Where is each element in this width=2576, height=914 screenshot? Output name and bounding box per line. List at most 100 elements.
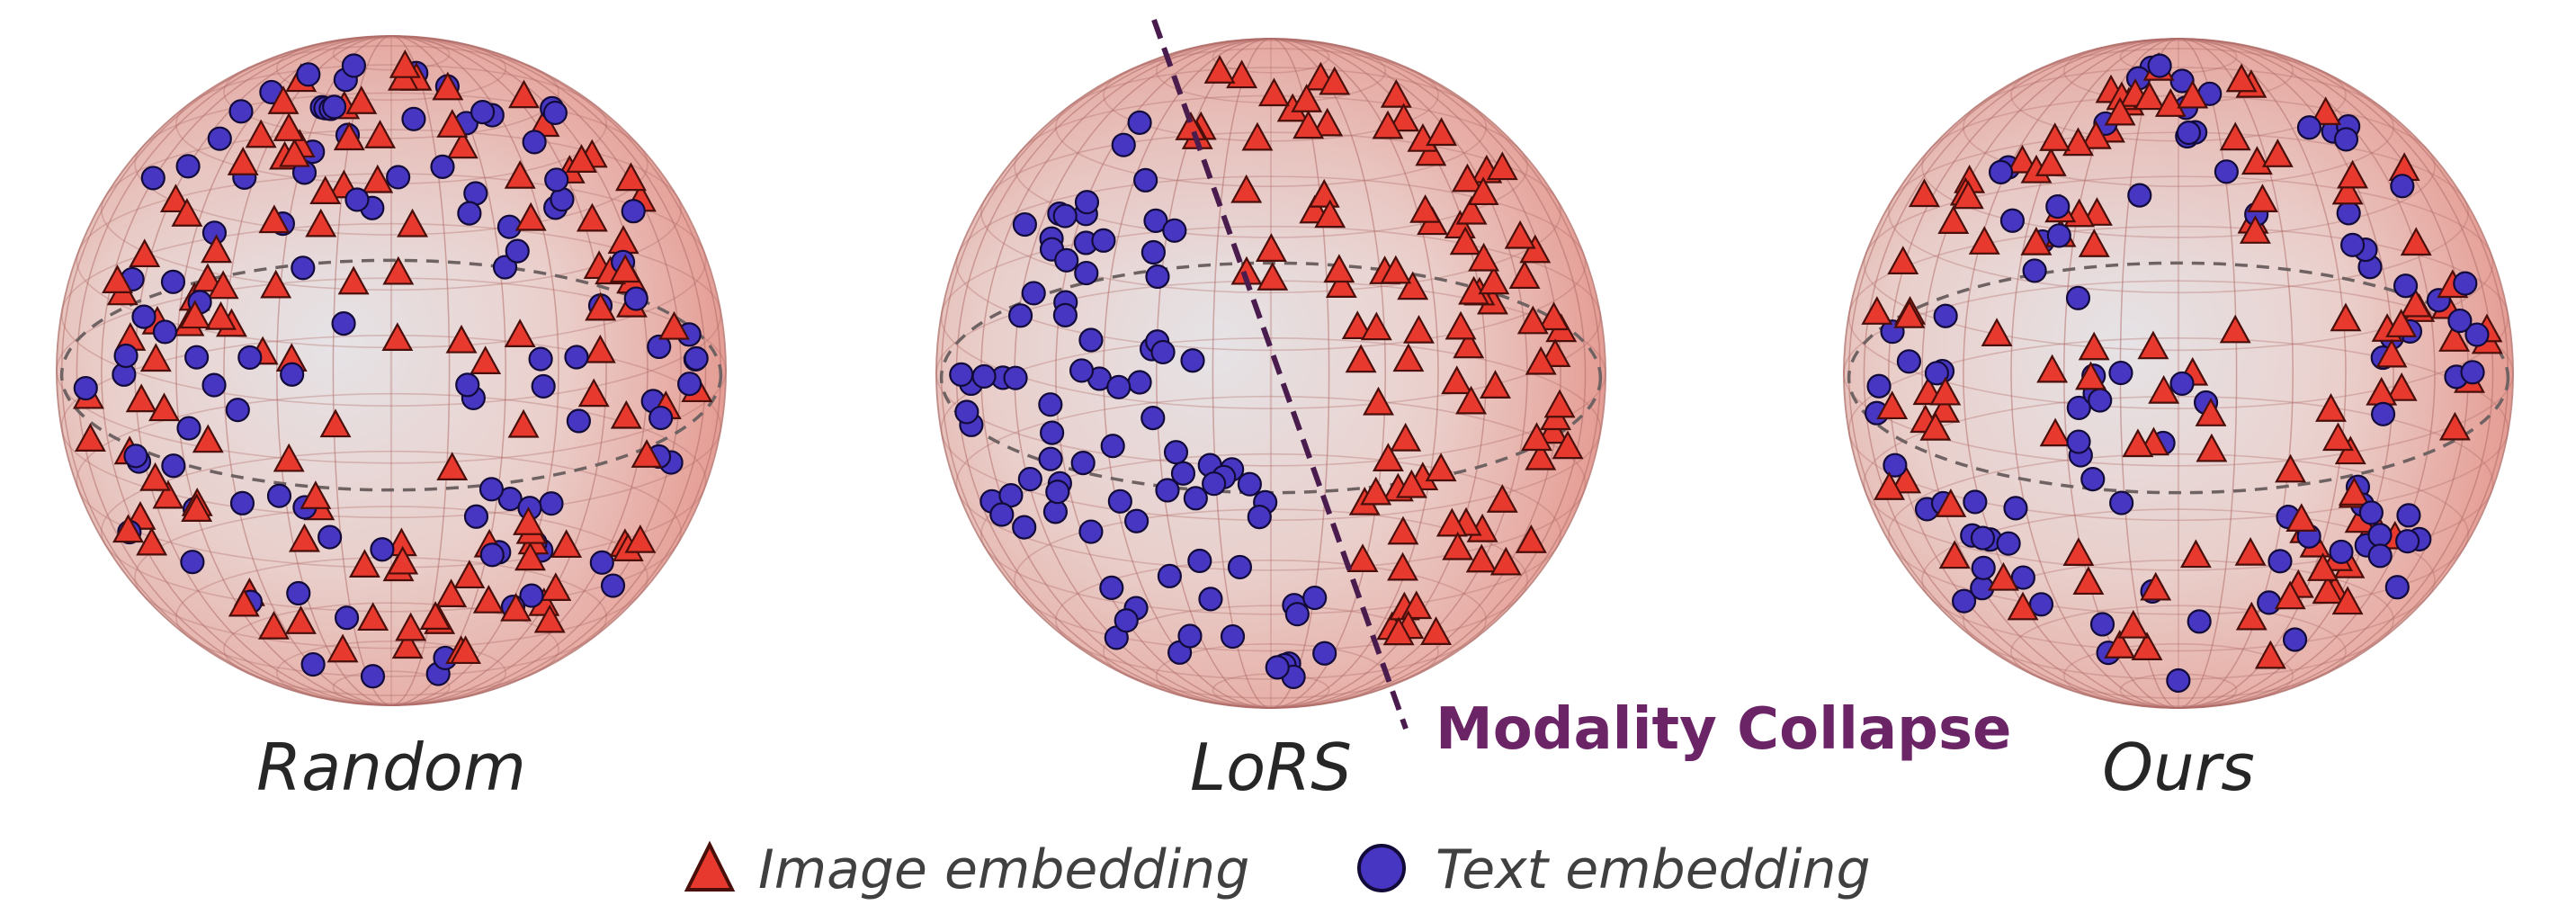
text-embedding-marker [370,537,395,562]
image-embedding-marker [1442,531,1474,560]
image-embedding-marker [2039,122,2071,151]
text-embedding-marker [73,375,98,401]
text-embedding-marker [1220,623,1246,650]
grid-longitude [2010,38,2347,709]
text-embedding-marker [1017,466,1042,492]
text-embedding-marker [564,345,589,370]
grid-latitude [223,45,559,139]
text-embedding-marker [1140,406,1166,431]
image-embedding-marker [2179,539,2212,569]
text-embedding-marker [522,130,547,155]
text-embedding-marker [479,477,505,502]
image-embedding-marker [507,408,540,438]
image-embedding-marker [577,378,610,408]
text-embedding-marker [344,187,370,212]
panel-label-ours: Ours [2102,730,2254,805]
image-embedding-marker [1455,195,1488,225]
image-embedding-marker [112,514,144,543]
text-embedding-marker [1140,239,1166,265]
image-embedding-marker [2315,393,2347,422]
grid-longitude [1863,38,2494,709]
text-embedding-marker [492,255,518,280]
image-embedding-marker [201,234,233,264]
grid-longitude [101,35,682,706]
text-embedding-marker [1933,303,1958,328]
image-embedding-marker [472,585,505,614]
text-embedding-marker [2396,503,2421,528]
image-embedding-marker [585,291,617,321]
image-embedding-marker [2438,411,2471,441]
image-embedding-marker [445,324,478,354]
text-embedding-marker [2003,496,2028,521]
grid-latitude [60,222,722,407]
image-embedding-marker [500,592,532,622]
grid-latitude [1055,67,1487,188]
grid-longitude [2010,38,2347,709]
image-embedding-marker [382,255,415,285]
image-embedding-marker [171,198,203,227]
image-embedding-marker [1887,246,1919,274]
text-embedding-marker [2367,543,2393,569]
grid-latitude [1963,67,2394,188]
image-embedding-marker [381,322,414,352]
text-embedding-marker [2333,127,2359,152]
image-embedding-marker [2331,175,2364,205]
image-embedding-marker [1341,310,1373,340]
grid-latitude [1843,280,2514,467]
image-embedding-marker [273,112,305,141]
image-embedding-marker [1552,430,1584,460]
text-embedding-marker [2329,539,2354,564]
grid-latitude [1055,559,1487,680]
image-embedding-marker [432,71,464,101]
image-embedding-marker [2080,120,2112,149]
image-embedding-marker [435,578,468,607]
grid-longitude [1055,38,1487,709]
image-embedding-marker [1441,365,1473,395]
image-embedding-marker [2131,632,2163,660]
image-embedding-marker [1467,176,1499,206]
text-embedding-marker [470,100,496,125]
text-embedding-marker [2080,467,2106,492]
text-embedding-marker [2395,529,2420,554]
image-embedding-marker [257,610,290,640]
image-embedding-marker [207,270,239,300]
grid-latitude [1103,605,1439,699]
image-embedding-marker [2322,422,2354,452]
image-embedding-marker [1258,77,1290,107]
image-embedding-marker [2154,88,2187,117]
text-embedding-marker [318,524,343,550]
image-embedding-marker [205,300,237,330]
text-embedding-marker [1187,548,1212,574]
image-embedding-marker [2196,433,2228,462]
text-embedding-marker [2065,285,2091,310]
text-embedding-marker [341,53,367,78]
text-embedding-marker [2257,590,2282,615]
grid-latitude [332,670,451,704]
image-embedding-marker [1987,561,2019,591]
image-embedding-marker [2104,630,2136,659]
grid-longitude [76,35,707,706]
image-embedding-marker [1175,112,1207,140]
image-embedding-marker [2275,453,2307,483]
image-embedding-marker [1257,262,1289,291]
image-embedding-marker [1453,329,1485,359]
text-embedding-marker [2108,360,2133,386]
text-embedding-marker [505,238,530,264]
image-embedding-marker [1323,254,1355,283]
text-embedding-marker [2089,612,2115,637]
image-embedding-marker [2331,586,2364,615]
image-embedding-marker [453,560,486,589]
legend-circle-icon [1357,844,1406,892]
text-embedding-marker [2166,668,2191,694]
image-embedding-marker [348,549,380,578]
grid-longitude [1921,38,2436,709]
image-embedding-marker [1516,305,1549,335]
grid-longitude [935,38,1606,709]
text-embedding-marker [1157,563,1182,588]
text-embedding-marker [1198,587,1223,612]
text-embedding-marker [2088,388,2113,413]
text-embedding-marker [1054,247,1079,273]
image-embedding-marker [2385,309,2418,337]
text-embedding-marker [1111,132,1136,157]
text-embedding-marker [621,199,646,224]
